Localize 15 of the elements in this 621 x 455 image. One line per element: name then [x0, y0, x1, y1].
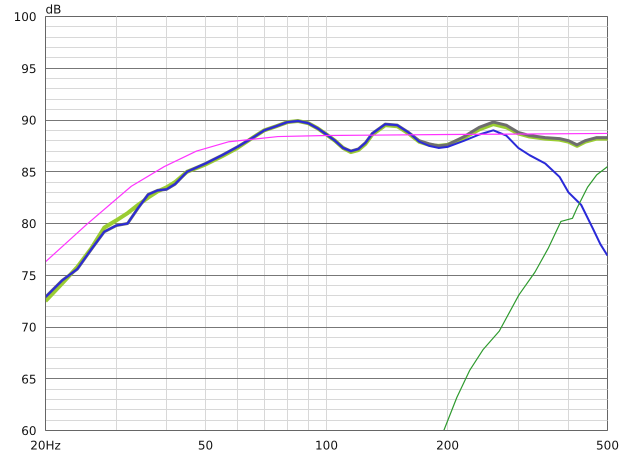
y-tick-label: 80: [21, 217, 37, 231]
y-tick-label: 90: [21, 114, 37, 128]
y-tick-label: 100: [14, 10, 36, 24]
y-tick-label: 70: [21, 320, 37, 334]
y-tick-label: 85: [21, 165, 37, 180]
y-tick-label: 65: [21, 372, 37, 386]
x-tick-label: 100: [315, 438, 338, 452]
y-axis-title: dB: [46, 2, 62, 16]
y-tick-label: 75: [21, 268, 37, 283]
x-tick-label: 200: [436, 438, 459, 452]
x-tick-label: 20Hz: [30, 438, 61, 452]
x-tick-label: 50: [198, 438, 214, 452]
y-tick-label: 60: [21, 424, 37, 438]
y-tick-label: 95: [21, 62, 37, 76]
x-tick-label: 500: [596, 438, 619, 452]
